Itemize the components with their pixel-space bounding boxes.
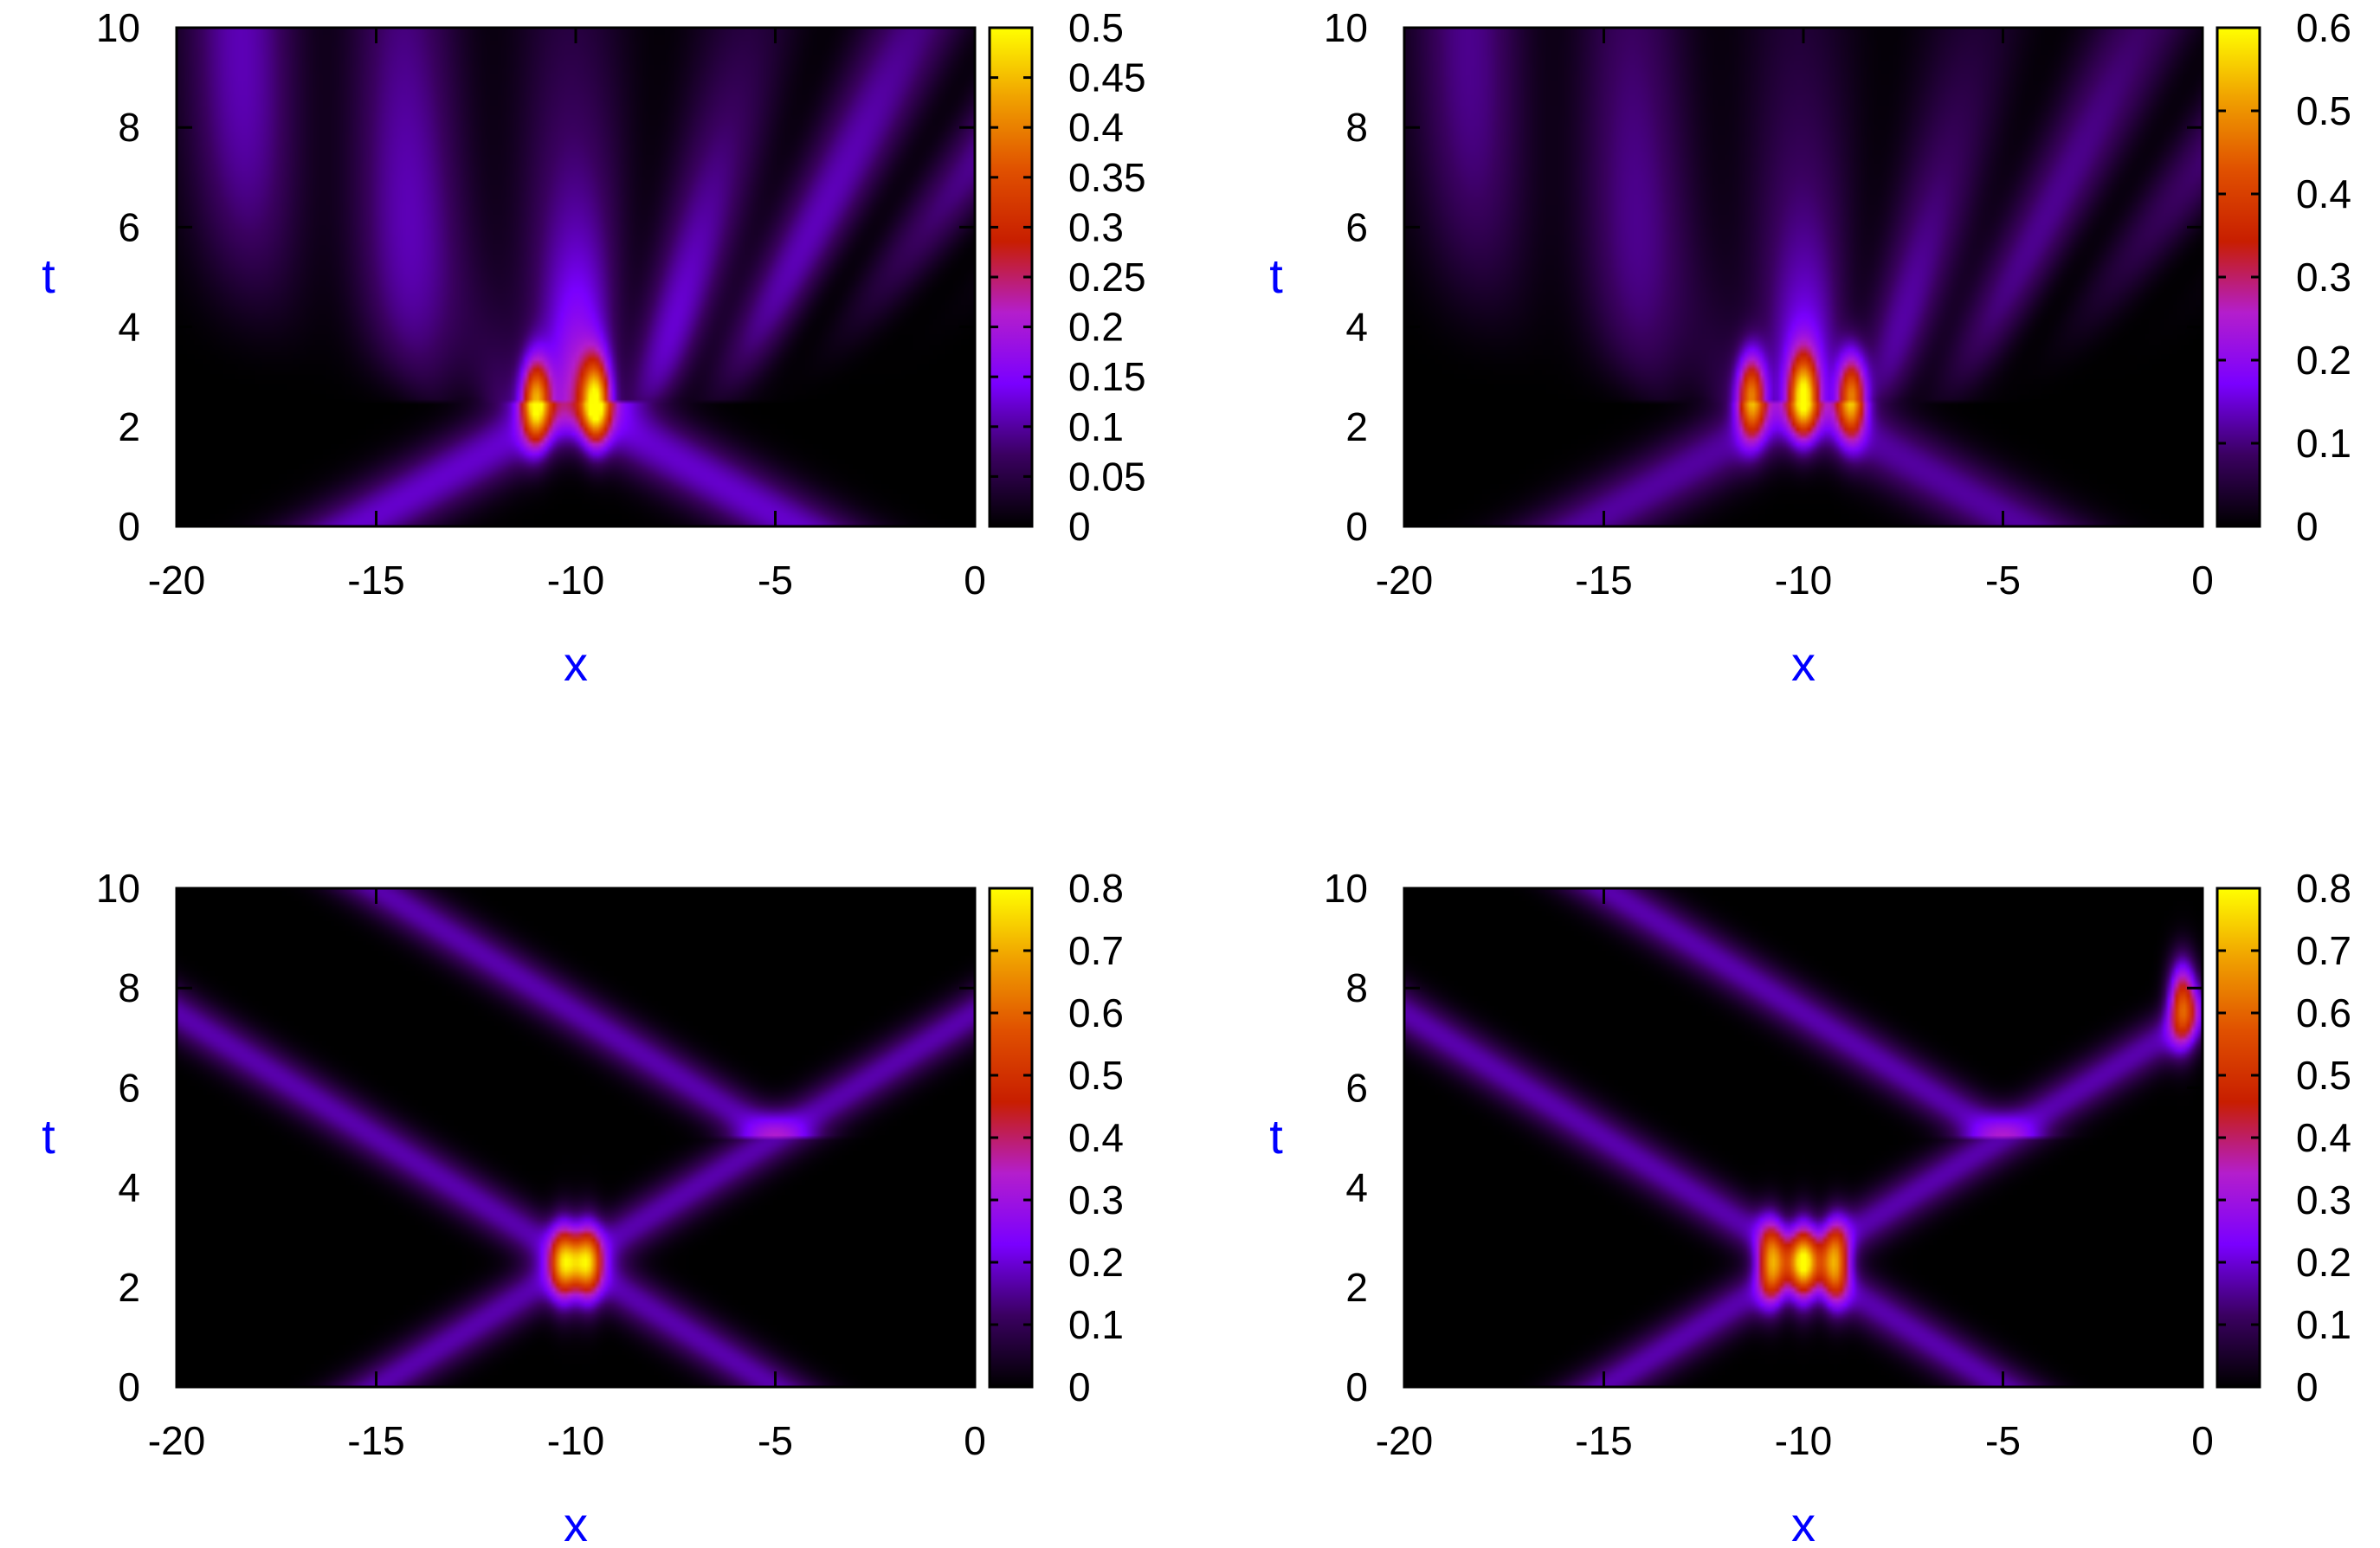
panel-top-left: -20 -15 -10 -5 0 0 2 4 6 8 10 x t 0 0.05 0.1 0.150.2 0.25… bbox=[42, 5, 1145, 691]
colorbar-tick-label: 0.2 bbox=[2296, 338, 2351, 383]
x-tick-label: -20 bbox=[1376, 1418, 1433, 1463]
panel-bottom-left: -20 -15 -10 -5 0 0 2 4 6 8 10 x t 0 0.1 0.2 0.3 0.4 0.5 0.6… bbox=[42, 866, 1124, 1548]
y-axis-label: t bbox=[1269, 1109, 1283, 1164]
colorbar-tick-label: 0 bbox=[1068, 504, 1091, 549]
colorbar-tick-label: 0.35 bbox=[1068, 155, 1146, 200]
panel-top-right: -20 -15 -10 -5 0 0 2 4 6 8 10 x t 0 0.1 0.2 0.3 0.4 0.5 0.6 bbox=[1269, 5, 2351, 691]
colorbar-tick-label: 0.2 bbox=[1068, 305, 1124, 350]
y-tick-label: 0 bbox=[1345, 1364, 1368, 1409]
colorbar-tick-label: 0 bbox=[1068, 1364, 1091, 1409]
x-tick-label: 0 bbox=[2191, 1418, 2214, 1463]
colorbar-tick-label: 0.6 bbox=[2296, 990, 2351, 1035]
colorbar-tick-label: 0.1 bbox=[1068, 1302, 1124, 1347]
x-tick-label: -5 bbox=[1985, 558, 2021, 603]
x-tick-label: 0 bbox=[964, 558, 986, 603]
heatmap-image bbox=[1404, 28, 2203, 526]
x-axis-label: x bbox=[564, 636, 588, 691]
y-tick-label: 2 bbox=[1345, 1265, 1368, 1310]
y-tick-label: 8 bbox=[118, 965, 140, 1010]
x-tick-label: -15 bbox=[347, 1418, 404, 1463]
y-tick-label: 6 bbox=[118, 1065, 140, 1110]
y-tick-label: 4 bbox=[118, 305, 140, 350]
colorbar-tick-label: 0.4 bbox=[1068, 1115, 1124, 1160]
colorbar-tick-label: 0.8 bbox=[1068, 866, 1124, 911]
x-tick-label: -20 bbox=[1376, 558, 1433, 603]
y-tick-label: 6 bbox=[1345, 204, 1368, 249]
y-tick-label: 0 bbox=[118, 1364, 140, 1409]
colorbar-tick-label: 0.1 bbox=[2296, 421, 2351, 466]
colorbar-tick-label: 0.5 bbox=[1068, 1053, 1124, 1098]
x-axis-label: x bbox=[1791, 636, 1816, 691]
y-tick-label: 8 bbox=[118, 105, 140, 150]
y-axis-label: t bbox=[42, 248, 55, 303]
x-tick-label: -10 bbox=[547, 558, 604, 603]
heatmap-image bbox=[1404, 888, 2203, 1387]
colorbar-tick-label: 0.3 bbox=[1068, 1177, 1124, 1222]
y-tick-label: 2 bbox=[1345, 404, 1368, 449]
x-tick-label: -20 bbox=[148, 1418, 205, 1463]
x-tick-label: -15 bbox=[1575, 1418, 1632, 1463]
heatmap-image bbox=[177, 28, 975, 526]
y-tick-label: 4 bbox=[1345, 305, 1368, 350]
x-tick-label: 0 bbox=[2191, 558, 2214, 603]
y-tick-label: 0 bbox=[1345, 504, 1368, 549]
y-tick-label: 4 bbox=[118, 1165, 140, 1210]
colorbar-tick-label: 0.3 bbox=[2296, 1177, 2351, 1222]
colorbar-tick-label: 0.45 bbox=[1068, 55, 1146, 100]
colorbar-tick-label: 0.1 bbox=[2296, 1302, 2351, 1347]
colorbar-tick-label: 0.4 bbox=[1068, 105, 1124, 150]
colorbar-tick-label: 0.5 bbox=[2296, 88, 2351, 133]
colorbar-tick-label: 0.4 bbox=[2296, 1115, 2351, 1160]
x-axis-label: x bbox=[564, 1497, 588, 1548]
x-tick-label: -20 bbox=[148, 558, 205, 603]
colorbar-tick-label: 0.3 bbox=[1068, 204, 1124, 249]
x-tick-label: -15 bbox=[1575, 558, 1632, 603]
y-tick-label: 10 bbox=[96, 866, 140, 911]
colorbar-tick-label: 0.1 bbox=[1068, 404, 1124, 449]
colorbar-tick-label: 0.6 bbox=[2296, 5, 2351, 50]
colorbar-tick-label: 0.2 bbox=[1068, 1240, 1124, 1285]
y-tick-label: 2 bbox=[118, 404, 140, 449]
x-tick-label: -5 bbox=[758, 558, 793, 603]
x-tick-label: -5 bbox=[1985, 1418, 2021, 1463]
colorbar-tick-label: 0.8 bbox=[2296, 866, 2351, 911]
colorbar-tick-label: 0.7 bbox=[1068, 928, 1124, 973]
x-tick-label: -10 bbox=[547, 1418, 604, 1463]
colorbar-tick-label: 0.2 bbox=[2296, 1240, 2351, 1285]
panel-bottom-right: -20 -15 -10 -5 0 0 2 4 6 8 10 x t 0 0.1 0.2 0.3 0.4 0.5 0.6… bbox=[1269, 866, 2351, 1548]
y-tick-label: 6 bbox=[118, 204, 140, 249]
x-tick-label: -5 bbox=[758, 1418, 793, 1463]
colorbar-tick-label: 0.5 bbox=[2296, 1053, 2351, 1098]
y-axis-label: t bbox=[42, 1109, 55, 1164]
y-tick-label: 4 bbox=[1345, 1165, 1368, 1210]
colorbar-tick-label: 0 bbox=[2296, 504, 2319, 549]
colorbar-tick-label: 0.7 bbox=[2296, 928, 2351, 973]
x-tick-label: -10 bbox=[1775, 1418, 1832, 1463]
y-tick-label: 10 bbox=[1324, 866, 1368, 911]
y-tick-label: 6 bbox=[1345, 1065, 1368, 1110]
y-tick-label: 10 bbox=[1324, 5, 1368, 50]
y-axis-label: t bbox=[1269, 248, 1283, 303]
colorbar-tick-label: 0.25 bbox=[1068, 255, 1146, 300]
y-tick-label: 0 bbox=[118, 504, 140, 549]
y-tick-label: 10 bbox=[96, 5, 140, 50]
y-tick-label: 8 bbox=[1345, 965, 1368, 1010]
y-tick-label: 2 bbox=[118, 1265, 140, 1310]
x-tick-label: 0 bbox=[964, 1418, 986, 1463]
colorbar-tick-label: 0 bbox=[2296, 1364, 2319, 1409]
colorbar-tick-label: 0.5 bbox=[1068, 5, 1124, 50]
x-axis-label: x bbox=[1791, 1497, 1816, 1548]
colorbar-tick-label: 0.3 bbox=[2296, 255, 2351, 300]
y-tick-label: 8 bbox=[1345, 105, 1368, 150]
colorbar-tick-label: 0.4 bbox=[2296, 171, 2351, 216]
colorbar-tick-label: 0.05 bbox=[1068, 454, 1146, 499]
colorbar-tick-label: 0.15 bbox=[1068, 354, 1146, 399]
x-tick-label: -10 bbox=[1775, 558, 1832, 603]
heatmap-image bbox=[177, 888, 975, 1387]
colorbar-tick-label: 0.6 bbox=[1068, 990, 1124, 1035]
x-tick-label: -15 bbox=[347, 558, 404, 603]
